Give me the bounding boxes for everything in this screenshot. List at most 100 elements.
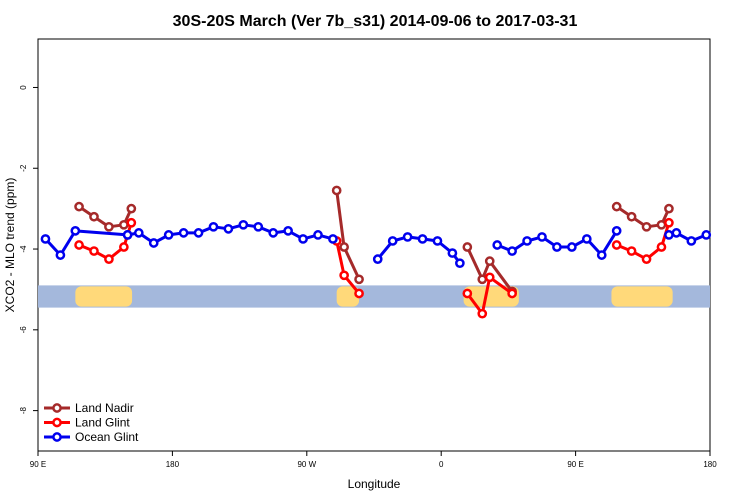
land-glint-point xyxy=(462,288,473,299)
axes: 90 E 180 90 W 0 90 E 180 0 -2 -4 -6 -8 xyxy=(19,85,717,469)
legend-label: Ocean Glint xyxy=(75,430,139,444)
legend-item-ocean-glint: Ocean Glint xyxy=(44,430,139,444)
ocean-glint-point xyxy=(537,232,547,242)
land-glint-point xyxy=(611,240,622,250)
x-tick-label: 90 E xyxy=(567,460,583,469)
land-nadir-point xyxy=(119,219,129,230)
land-glint-point xyxy=(626,246,637,256)
land-glint-point xyxy=(126,217,137,228)
land-nadir-line xyxy=(335,190,361,280)
land-segment xyxy=(611,286,673,307)
ocean-glint-point xyxy=(611,226,622,236)
ocean-glint-point xyxy=(387,236,398,246)
land-glint-point xyxy=(656,242,667,252)
ocean-glint-point xyxy=(238,219,249,230)
series-land-glint xyxy=(74,217,674,319)
ocean-glint-point xyxy=(581,234,592,244)
ocean-glint-point xyxy=(492,240,503,250)
ocean-glint-point xyxy=(552,242,562,252)
y-axis-label: XCO2 - MLO trend (ppm) xyxy=(3,178,17,313)
x-tick-label: 90 E xyxy=(30,460,46,469)
land-nadir-point xyxy=(462,242,473,252)
land-nadir-point xyxy=(477,274,488,285)
land-nadir-point xyxy=(484,256,495,267)
ocean-glint-point xyxy=(507,246,517,256)
ocean-glint-point xyxy=(208,221,219,232)
ocean-glint-point xyxy=(455,258,465,269)
land-glint-point xyxy=(507,288,517,299)
land-segment xyxy=(75,286,133,307)
chart-title: 30S-20S March (Ver 7b_s31) 2014-09-06 to… xyxy=(173,13,578,30)
land-nadir-point xyxy=(656,219,667,230)
ocean-glint-point xyxy=(417,234,428,244)
legend-item-land-glint: Land Glint xyxy=(44,416,130,430)
ocean-glint-point xyxy=(372,254,383,264)
land-nadir-point xyxy=(354,274,364,285)
y-tick-label: 0 xyxy=(19,85,28,90)
x-tick-label: 180 xyxy=(166,460,180,469)
ocean-glint-point xyxy=(223,223,234,234)
ocean-glint-point xyxy=(193,228,204,238)
ocean-glint-point xyxy=(283,226,293,236)
ocean-glint-point xyxy=(402,232,413,242)
land-ocean-band xyxy=(38,285,710,308)
land-glint-point xyxy=(339,270,349,281)
land-nadir-point xyxy=(664,203,674,214)
land-nadir-point xyxy=(104,221,114,232)
ocean-glint-point xyxy=(148,238,159,248)
land-segment xyxy=(463,286,519,307)
ocean-band xyxy=(38,285,710,308)
y-tick-label: -4 xyxy=(19,245,28,253)
ocean-glint-point xyxy=(178,228,189,238)
ocean-glint-point xyxy=(328,234,338,244)
land-glint-point xyxy=(664,217,674,228)
ocean-glint-point xyxy=(671,228,682,238)
land-nadir-point xyxy=(626,211,637,222)
land-glint-line xyxy=(466,275,513,316)
x-tick-label: 90 W xyxy=(297,460,316,469)
ocean-glint-point xyxy=(70,226,81,236)
land-glint-point xyxy=(477,308,488,319)
legend-item-land-nadir: Land Nadir xyxy=(44,401,134,415)
ocean-glint-line xyxy=(44,229,128,257)
series-layer xyxy=(40,185,712,319)
land-glint-point xyxy=(641,254,652,264)
ocean-glint-point xyxy=(268,228,279,238)
ocean-glint-point xyxy=(567,242,577,252)
ocean-glint-point xyxy=(298,234,308,244)
legend-label: Land Glint xyxy=(75,416,130,430)
ocean-glint-point xyxy=(163,230,174,240)
x-tick-label: 180 xyxy=(703,460,717,469)
y-tick-label: -2 xyxy=(19,164,28,172)
series-land-nadir xyxy=(74,185,674,297)
land-nadir-point xyxy=(89,211,99,222)
land-glint-point xyxy=(74,240,84,250)
ocean-glint-point xyxy=(313,230,323,240)
ocean-glint-point xyxy=(686,236,697,246)
plot-area-frame xyxy=(37,38,711,452)
land-nadir-point xyxy=(611,201,622,212)
land-glint-point xyxy=(89,246,99,256)
land-nadir-point xyxy=(74,201,84,212)
ocean-glint-point xyxy=(664,230,674,240)
ocean-glint-point xyxy=(253,221,264,232)
land-nadir-point xyxy=(339,242,349,252)
land-nadir-point xyxy=(641,221,652,232)
legend-label: Land Nadir xyxy=(75,401,134,415)
land-glint-point xyxy=(354,288,364,299)
x-tick-label: 0 xyxy=(439,460,444,469)
ocean-glint-point xyxy=(432,236,443,246)
ocean-glint-point xyxy=(701,230,712,240)
series-ocean-glint xyxy=(40,219,712,269)
land-nadir-point xyxy=(331,185,342,196)
legend-marker xyxy=(52,417,62,428)
land-segment xyxy=(336,286,360,307)
ocean-glint-point xyxy=(447,248,458,258)
ocean-glint-point xyxy=(40,234,51,244)
legend-marker xyxy=(52,432,62,442)
y-tick-label: -8 xyxy=(19,407,28,415)
land-nadir-line xyxy=(465,246,514,293)
ocean-glint-point xyxy=(133,228,144,238)
